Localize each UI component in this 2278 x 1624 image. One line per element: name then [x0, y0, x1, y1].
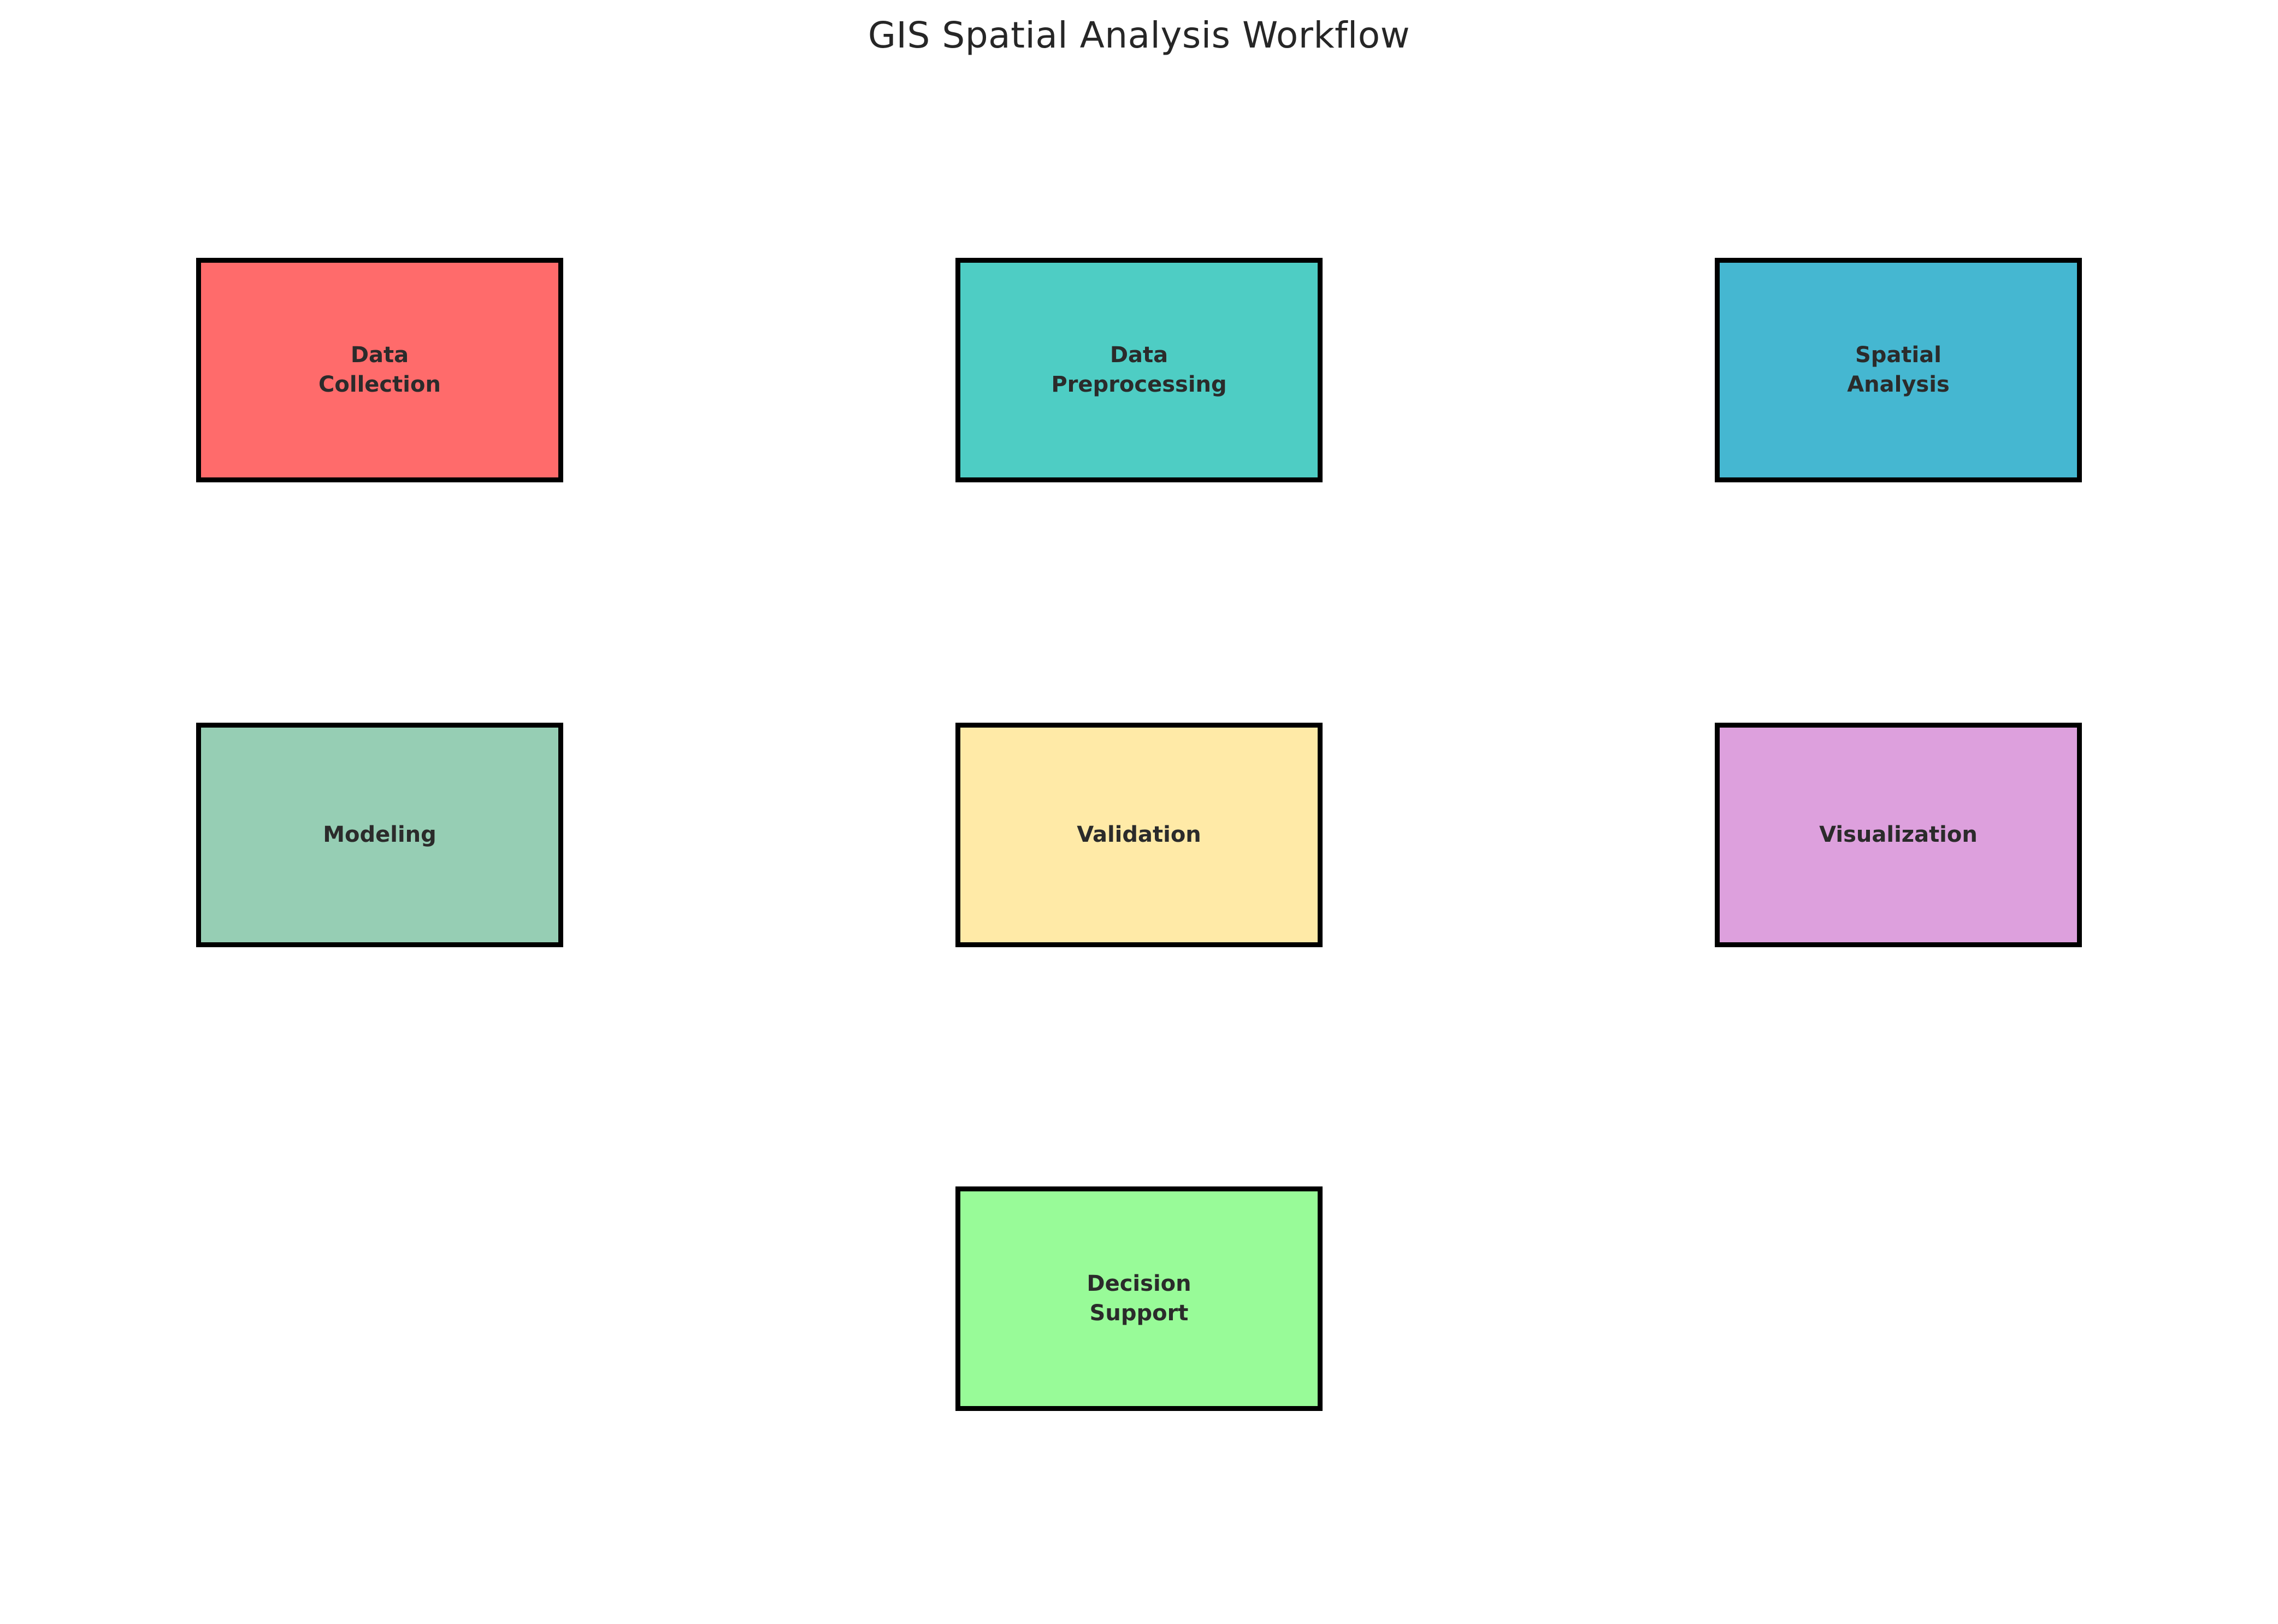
node-label: Modeling — [323, 822, 436, 847]
node-data-collection: Data Collection — [196, 258, 563, 482]
node-label: Data Collection — [318, 342, 441, 397]
node-data-preprocessing: Data Preprocessing — [955, 258, 1323, 482]
node-spatial-analysis: Spatial Analysis — [1715, 258, 2082, 482]
page-title: GIS Spatial Analysis Workflow — [867, 14, 1411, 56]
node-validation: Validation — [955, 723, 1323, 947]
node-decision-support: Decision Support — [955, 1186, 1323, 1411]
node-label: Decision Support — [1087, 1271, 1191, 1326]
node-label: Visualization — [1819, 822, 1978, 847]
node-label: Data Preprocessing — [1051, 342, 1227, 397]
node-label: Spatial Analysis — [1847, 342, 1950, 397]
node-label: Validation — [1077, 822, 1201, 847]
node-visualization: Visualization — [1715, 723, 2082, 947]
node-modeling: Modeling — [196, 723, 563, 947]
